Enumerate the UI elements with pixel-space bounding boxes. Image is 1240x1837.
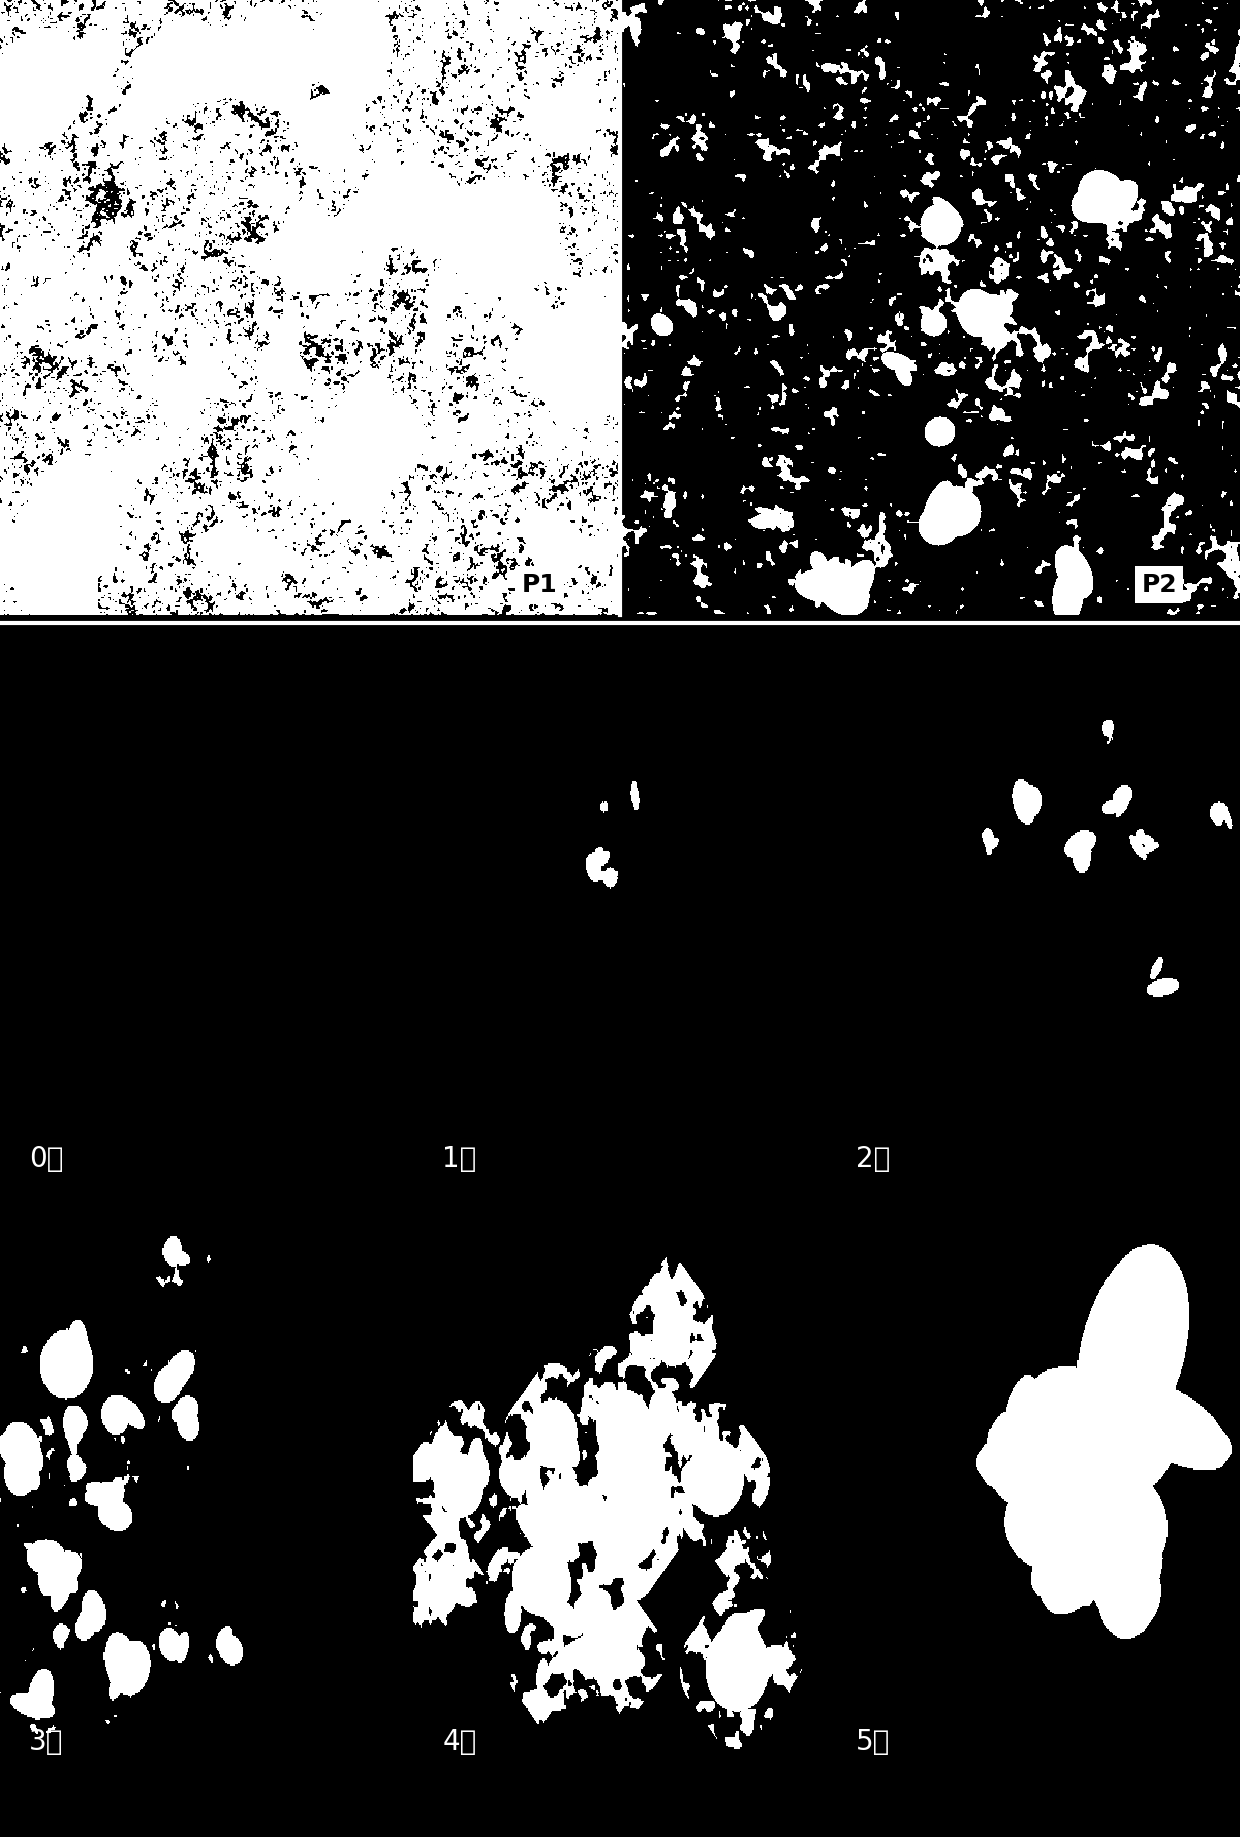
Text: 4级: 4级: [443, 1729, 476, 1756]
Text: 3级: 3级: [29, 1729, 63, 1756]
Text: P1: P1: [522, 573, 557, 597]
Text: 0级: 0级: [29, 1144, 63, 1172]
Text: 5级: 5级: [856, 1729, 890, 1756]
Text: 2级: 2级: [856, 1144, 890, 1172]
Text: P2: P2: [1142, 573, 1177, 597]
Text: 1级: 1级: [443, 1144, 476, 1172]
